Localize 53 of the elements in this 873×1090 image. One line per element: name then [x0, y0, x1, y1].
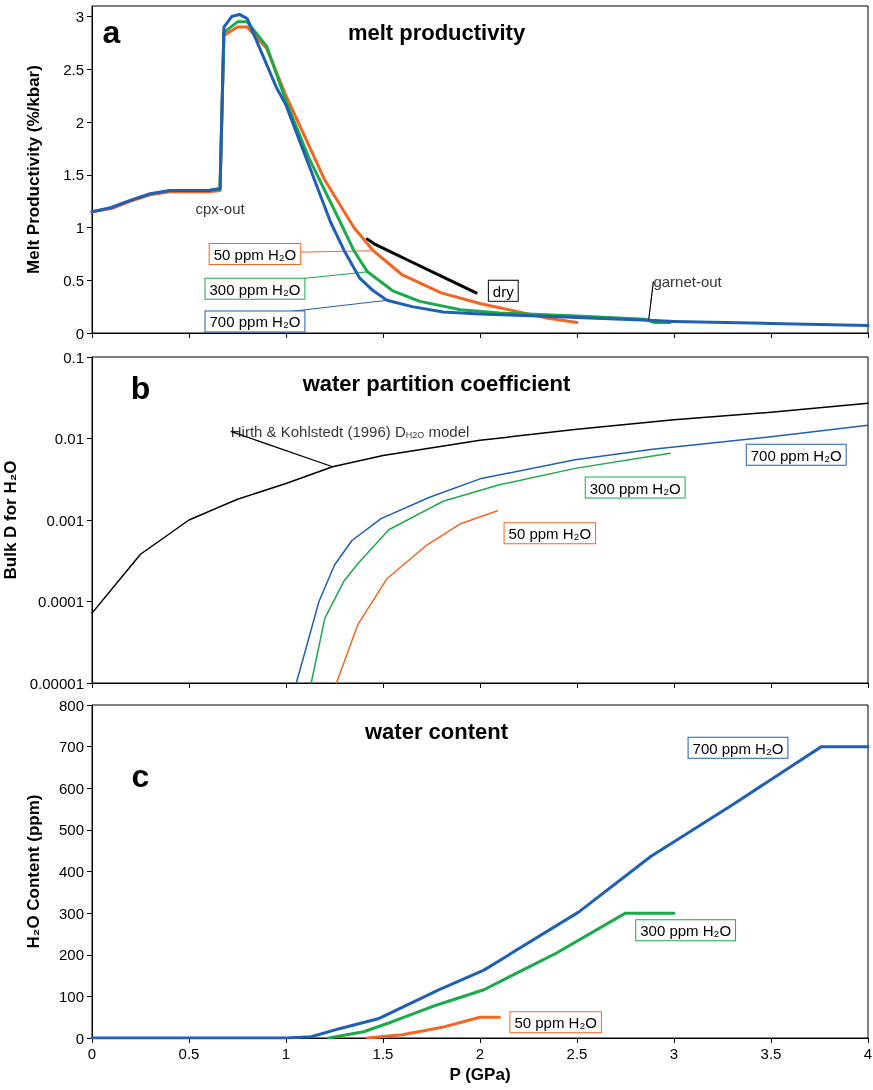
y-tick-label: 2	[75, 113, 84, 131]
x-tick-label: 4	[863, 1045, 873, 1062]
y-tick-label: 2.5	[63, 60, 84, 78]
series-label: dry	[492, 282, 515, 300]
annotation: garnet-out	[653, 272, 723, 290]
y-tick-label: 0.001	[46, 511, 84, 529]
y-tick-label: 0.01	[54, 430, 84, 447]
series-label: 700 ppm H₂O	[692, 739, 784, 757]
annotation: a	[102, 14, 121, 51]
y-tick-label: 0	[75, 1029, 84, 1047]
y-tick-label: 0.0001	[38, 593, 84, 610]
x-tick-label: 2	[475, 1045, 485, 1062]
x-tick-label: 3	[669, 1045, 679, 1062]
y-axis-title: H₂O Content (ppm)	[24, 794, 43, 949]
y-tick-label: 1.5	[63, 166, 84, 184]
annotation: c	[131, 757, 150, 794]
y-tick-label: 3	[75, 8, 84, 26]
text: water content	[363, 718, 509, 744]
y-tick-label: 0	[75, 324, 84, 342]
text: 50 ppm H₂O	[213, 245, 297, 263]
series-label: 300 ppm H₂O	[589, 479, 681, 497]
y-axis-title: Melt Productivity (%/kbar)	[24, 65, 43, 274]
series-label: 700 ppm H₂O	[750, 446, 842, 464]
series-label: 300 ppm H₂O	[640, 922, 732, 940]
x-tick-label: 3.5	[760, 1045, 782, 1062]
y-tick-label: 700	[58, 738, 84, 756]
x-axis-title: P (GPa)	[449, 1064, 511, 1084]
y-tick-label: 500	[58, 821, 84, 839]
y-tick-label: 600	[58, 779, 84, 797]
series-label: 50 ppm H₂O	[514, 1014, 597, 1032]
y-tick-label: 300	[58, 904, 84, 922]
x-tick-label: 0	[87, 1045, 97, 1062]
x-tick-label: 0.5	[178, 1045, 200, 1062]
y-tick-label: 100	[58, 987, 84, 1005]
x-tick-label: 2.5	[566, 1045, 588, 1062]
annotation: b	[130, 369, 151, 406]
text: 300 ppm H₂O	[209, 280, 301, 298]
text: 700 ppm H₂O	[209, 313, 301, 331]
y-axis-title: Bulk D for H₂O	[0, 460, 20, 580]
y-tick-label: 0.00001	[29, 674, 84, 692]
y-tick-label: 1	[75, 219, 84, 237]
y-tick-label: 0.1	[63, 348, 84, 366]
y-tick-label: 400	[58, 863, 84, 880]
text: water partition coefficient	[301, 370, 572, 396]
y-tick-label: 200	[58, 946, 84, 964]
y-tick-label: 800	[58, 696, 84, 714]
annotation: Hirth & Kohlstedt (1996) DH2O model	[230, 422, 470, 440]
x-tick-label: 1	[281, 1045, 291, 1062]
annotation: cpx-out	[195, 200, 246, 218]
text: melt productivity	[347, 19, 526, 45]
x-tick-label: 1.5	[372, 1045, 394, 1062]
y-tick-label: 0.5	[63, 271, 84, 289]
series-label: 50 ppm H₂O	[508, 525, 592, 543]
